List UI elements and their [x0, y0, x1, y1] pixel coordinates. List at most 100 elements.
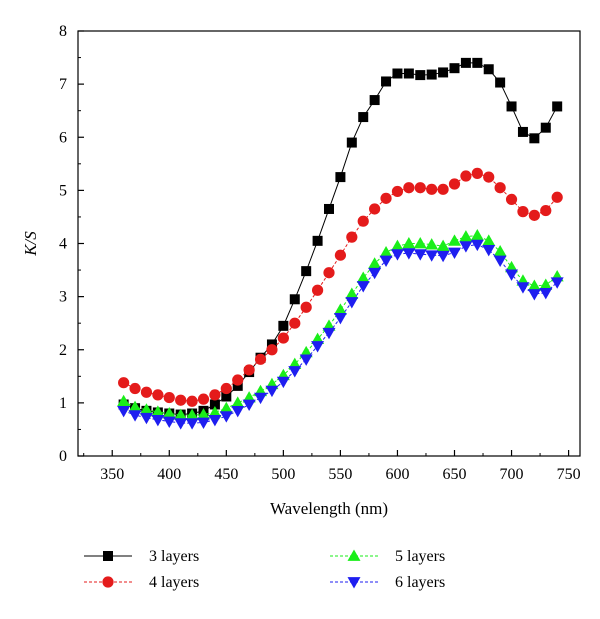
data-point-6-layers — [265, 385, 279, 398]
data-point-5-layers — [539, 278, 553, 290]
data-point-6-layers — [550, 277, 564, 289]
data-point-4-layers — [277, 332, 289, 344]
data-point-3-layers — [335, 172, 346, 183]
data-point-3-layers — [392, 68, 403, 79]
data-point-6-layers — [390, 249, 404, 261]
data-point-6-layers — [539, 288, 553, 300]
data-point-5-layers — [174, 408, 188, 420]
data-point-5-layers — [425, 238, 439, 250]
data-point-6-layers — [493, 255, 507, 267]
data-point-3-layers — [529, 133, 540, 144]
y-tick-label: 8 — [59, 23, 67, 40]
data-point-4-layers — [209, 389, 221, 401]
data-point-6-layers — [219, 411, 233, 423]
data-point-3-layers — [301, 266, 312, 277]
data-point-3-layers — [312, 235, 323, 246]
x-tick-label: 550 — [328, 466, 352, 483]
data-point-5-layers — [333, 303, 347, 315]
data-point-5-layers — [231, 396, 245, 408]
legend-label-4-layers: 4 layers — [149, 574, 199, 591]
data-point-3-layers — [426, 69, 437, 80]
data-point-3-layers — [472, 57, 483, 68]
data-point-4-layers — [334, 249, 347, 261]
data-point-6-layers — [516, 282, 530, 294]
data-point-6-layers — [185, 418, 199, 430]
data-point-5-layers — [413, 237, 427, 249]
data-point-5-layers — [390, 239, 404, 252]
data-point-4-layers — [243, 364, 255, 376]
data-point-4-layers — [448, 178, 461, 190]
data-point-3-layers — [460, 57, 471, 68]
y-tick-label: 3 — [59, 289, 67, 306]
x-tick-label: 400 — [157, 466, 181, 483]
data-point-6-layers — [368, 267, 382, 280]
legend-item-3-layers: 3 layers — [84, 548, 199, 565]
data-point-3-layers — [209, 399, 220, 410]
data-point-4-layers — [346, 231, 358, 243]
series-line-5-layers — [123, 235, 558, 416]
legend-marker-6-layers — [347, 577, 361, 589]
data-point-6-layers — [231, 405, 245, 418]
series-3-layers — [118, 57, 563, 420]
y-tick-label: 0 — [59, 448, 67, 465]
data-point-4-layers — [220, 382, 232, 395]
series-4-layers — [118, 167, 563, 407]
data-point-3-layers — [278, 320, 289, 331]
data-point-4-layers — [471, 167, 483, 179]
data-point-3-layers — [552, 101, 563, 112]
data-point-6-layers — [299, 354, 313, 366]
data-point-3-layers — [289, 294, 300, 305]
data-point-5-layers — [219, 401, 233, 414]
data-point-3-layers — [506, 101, 517, 112]
data-point-6-layers — [208, 415, 222, 427]
data-point-5-layers — [470, 229, 484, 241]
x-axis: 350 400 450 500 550 600 650 700 750 — [83, 450, 581, 483]
data-point-4-layers — [551, 191, 563, 203]
data-point-4-layers — [483, 171, 495, 183]
data-point-5-layers — [459, 230, 473, 242]
data-point-6-layers — [139, 412, 153, 425]
data-point-6-layers — [482, 245, 496, 257]
data-point-6-layers — [197, 417, 210, 430]
data-point-3-layers — [540, 122, 551, 133]
data-point-5-layers — [482, 234, 496, 246]
data-point-6-layers — [527, 289, 541, 301]
y-axis-label: K/S — [21, 231, 40, 257]
data-point-5-layers — [368, 257, 382, 269]
x-tick-label: 750 — [557, 466, 581, 483]
legend-label-3-layers: 3 layers — [149, 548, 199, 565]
data-point-4-layers — [129, 382, 141, 395]
series-line-3-layers — [123, 62, 558, 416]
data-point-4-layers — [140, 386, 153, 398]
data-point-4-layers — [254, 353, 267, 365]
data-point-5-layers — [356, 271, 370, 283]
data-point-3-layers — [324, 203, 334, 214]
legend-label-6-layers: 6 layers — [395, 574, 445, 591]
data-point-6-layers — [345, 297, 359, 309]
data-point-4-layers — [494, 182, 506, 194]
data-point-5-layers — [448, 234, 461, 246]
data-point-4-layers — [540, 204, 552, 217]
data-point-3-layers — [358, 112, 369, 123]
data-point-6-layers — [505, 269, 519, 281]
data-point-4-layers — [460, 170, 472, 182]
y-tick-label: 6 — [59, 129, 67, 146]
data-point-6-layers — [117, 405, 131, 418]
y-tick-label: 2 — [59, 342, 67, 359]
data-point-4-layers — [437, 183, 449, 195]
series-line-4-layers — [123, 172, 558, 402]
legend: 3 layers 4 layers 5 layers 6 layers — [84, 548, 445, 591]
data-point-3-layers — [483, 64, 494, 75]
series-layer — [117, 57, 564, 430]
data-point-5-layers — [436, 239, 450, 252]
data-point-6-layers — [288, 366, 302, 378]
y-tick-label: 7 — [59, 76, 67, 93]
y-axis: 0 1 2 3 4 5 6 7 8 — [59, 23, 84, 465]
data-point-4-layers — [197, 393, 210, 405]
data-point-6-layers — [356, 281, 370, 293]
data-point-4-layers — [391, 185, 404, 198]
legend-label-5-layers: 5 layers — [395, 548, 445, 565]
data-point-6-layers — [470, 239, 484, 252]
data-point-4-layers — [289, 317, 301, 329]
